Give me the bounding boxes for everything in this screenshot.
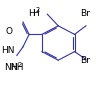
Text: 2: 2 (17, 62, 21, 68)
Text: 2: 2 (35, 7, 39, 13)
Text: NH: NH (4, 63, 17, 72)
Text: H: H (32, 9, 38, 18)
Text: Br: Br (80, 56, 90, 65)
Text: Br: Br (80, 9, 90, 18)
Text: O: O (5, 27, 12, 36)
Text: HN: HN (1, 46, 15, 55)
Text: NH: NH (10, 63, 24, 72)
Text: H: H (28, 9, 35, 18)
